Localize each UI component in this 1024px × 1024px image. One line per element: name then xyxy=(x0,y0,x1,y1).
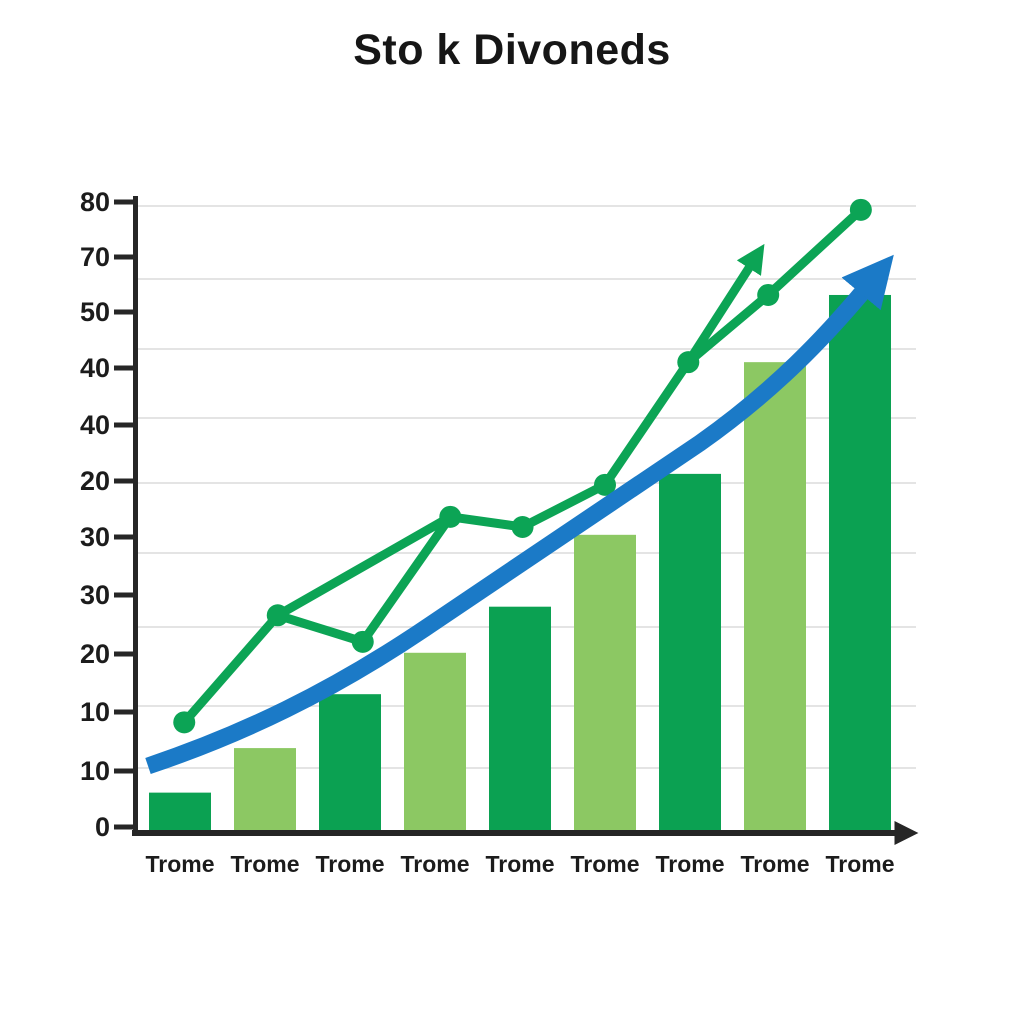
y-tick-label: 30 xyxy=(80,522,110,552)
x-category-label: Trome xyxy=(825,851,894,877)
x-category-label: Trome xyxy=(230,851,299,877)
x-category-label: Trome xyxy=(315,851,384,877)
dividend-branch-arrow xyxy=(684,243,765,365)
y-tick-label: 20 xyxy=(80,466,110,496)
y-tick-label: 0 xyxy=(95,812,110,842)
line-marker xyxy=(849,198,872,221)
dividend-line-extra-segment xyxy=(273,512,455,620)
line-marker xyxy=(266,604,289,627)
y-tick-label: 30 xyxy=(80,580,110,610)
y-tick-label: 10 xyxy=(80,756,110,786)
y-tick-label: 40 xyxy=(80,410,110,440)
x-category-label: Trome xyxy=(570,851,639,877)
bar xyxy=(234,748,296,833)
x-category-label: Trome xyxy=(485,851,554,877)
line-marker xyxy=(511,516,534,538)
bar xyxy=(659,473,721,833)
bar xyxy=(744,362,806,833)
bar xyxy=(149,792,211,833)
line-marker xyxy=(439,505,462,528)
y-tick-label: 10 xyxy=(80,697,110,727)
line-marker xyxy=(351,630,374,653)
line-marker xyxy=(757,283,780,306)
y-tick-label: 70 xyxy=(80,242,110,272)
bar xyxy=(574,534,636,833)
bar xyxy=(404,652,466,833)
bar xyxy=(319,694,381,833)
x-category-label: Trome xyxy=(400,851,469,877)
line-marker xyxy=(173,711,196,734)
y-tick-label: 50 xyxy=(80,297,110,327)
y-tick-label: 80 xyxy=(80,187,110,217)
x-category-label: Trome xyxy=(145,851,214,877)
y-tick-label: 20 xyxy=(80,639,110,669)
chart-title: Sto k Divoneds xyxy=(353,26,671,74)
line-marker xyxy=(677,351,700,374)
bar xyxy=(489,606,551,833)
line-marker xyxy=(594,473,616,496)
x-category-label: Trome xyxy=(740,851,809,877)
trend-arrow xyxy=(145,254,894,775)
bar xyxy=(829,294,891,833)
x-category-label: Trome xyxy=(655,851,724,877)
y-tick-label: 40 xyxy=(80,353,110,383)
